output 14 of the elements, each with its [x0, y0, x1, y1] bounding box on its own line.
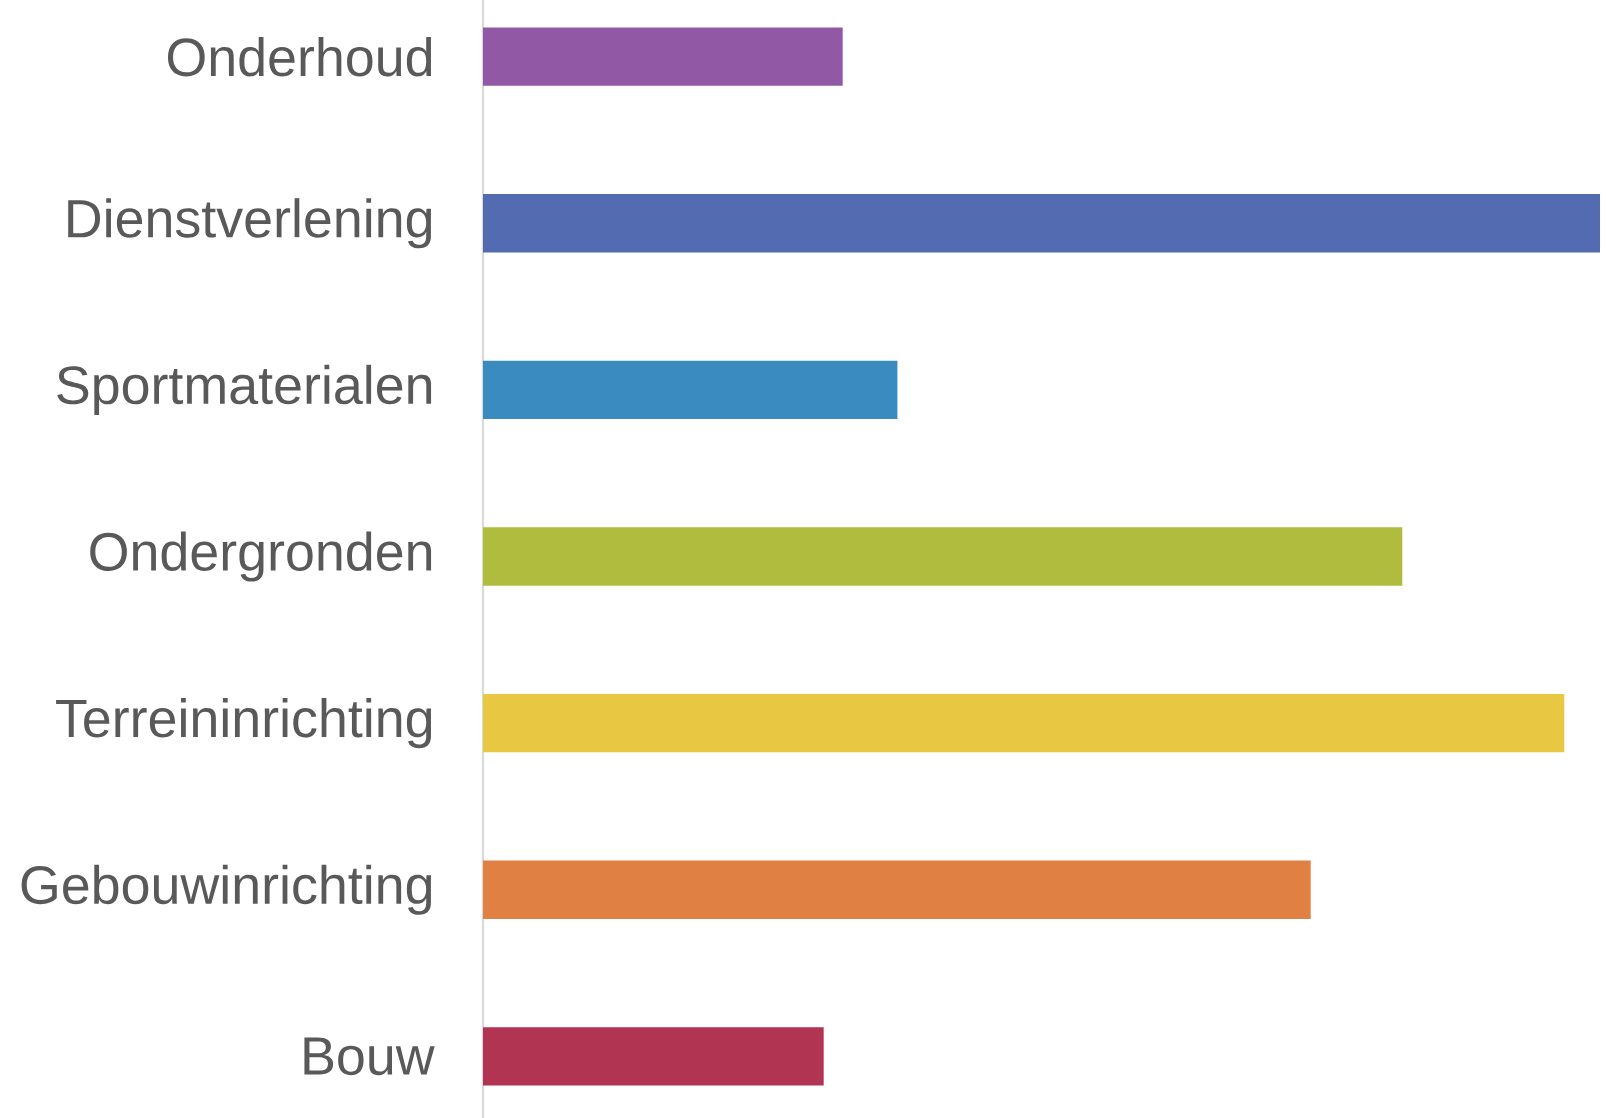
bar	[483, 360, 898, 420]
bar	[483, 527, 1403, 586]
y-tick-label: Dienstverlening	[68, 198, 432, 249]
bar	[483, 27, 843, 86]
y-tick-label: Bouw	[304, 1037, 435, 1076]
bar	[483, 194, 1601, 253]
y-tick-label: Gebouwinrichting	[21, 864, 432, 915]
bar	[483, 860, 1311, 919]
y-tick-label: Onderhoud	[167, 36, 432, 77]
bar	[483, 693, 1565, 753]
y-tick-label: Sportmaterialen	[57, 364, 432, 415]
y-tick-label: Ondergronden	[90, 531, 432, 582]
y-tick-label: Terreininrichting	[56, 698, 432, 749]
bar	[483, 1027, 824, 1086]
